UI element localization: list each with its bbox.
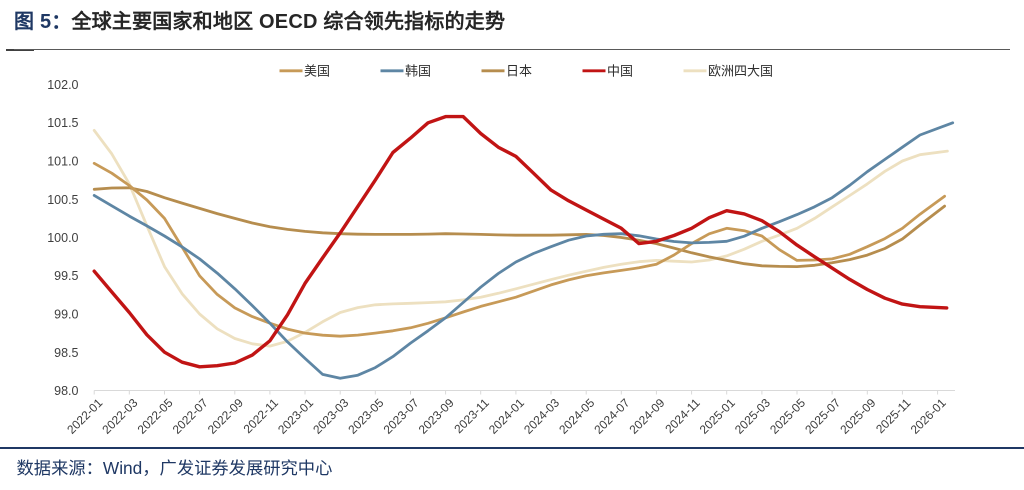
svg-text:100.5: 100.5 [47,193,78,207]
svg-text:2022-09: 2022-09 [205,395,246,436]
svg-text:99.0: 99.0 [54,308,78,322]
svg-text:2022-01: 2022-01 [64,395,105,436]
svg-text:2024-07: 2024-07 [591,395,632,436]
svg-text:2025-05: 2025-05 [767,395,808,436]
svg-text:99.5: 99.5 [54,269,78,283]
svg-text:2024-09: 2024-09 [626,395,667,436]
svg-text:2023-01: 2023-01 [275,395,316,436]
svg-text:2025-01: 2025-01 [697,395,738,436]
svg-text:美国: 美国 [304,63,330,78]
svg-text:2022-07: 2022-07 [170,395,211,436]
svg-text:2022-05: 2022-05 [135,395,176,436]
svg-text:2023-07: 2023-07 [381,395,422,436]
svg-text:2025-03: 2025-03 [732,395,773,436]
svg-text:日本: 日本 [506,63,532,78]
svg-text:2022-03: 2022-03 [99,395,140,436]
svg-text:2024-11: 2024-11 [662,395,703,436]
svg-text:欧洲四大国: 欧洲四大国 [708,63,773,78]
svg-text:2025-09: 2025-09 [837,395,878,436]
svg-text:2025-07: 2025-07 [802,395,843,436]
svg-text:2026-01: 2026-01 [908,395,949,436]
svg-text:韩国: 韩国 [405,63,431,78]
svg-text:101.0: 101.0 [47,155,78,169]
svg-text:98.5: 98.5 [54,346,78,360]
svg-text:2023-09: 2023-09 [416,395,457,436]
svg-text:2022-11: 2022-11 [241,395,282,436]
svg-text:101.5: 101.5 [47,116,78,130]
svg-text:2023-05: 2023-05 [345,395,386,436]
svg-text:2023-11: 2023-11 [451,395,492,436]
svg-text:2024-03: 2024-03 [521,395,562,436]
svg-text:2024-05: 2024-05 [556,395,597,436]
svg-text:2023-03: 2023-03 [310,395,351,436]
svg-text:2025-11: 2025-11 [873,395,914,436]
svg-text:102.0: 102.0 [47,78,78,92]
svg-text:100.0: 100.0 [47,231,78,245]
svg-text:2024-01: 2024-01 [486,395,527,436]
svg-text:中国: 中国 [607,63,633,78]
svg-text:98.0: 98.0 [54,384,78,398]
